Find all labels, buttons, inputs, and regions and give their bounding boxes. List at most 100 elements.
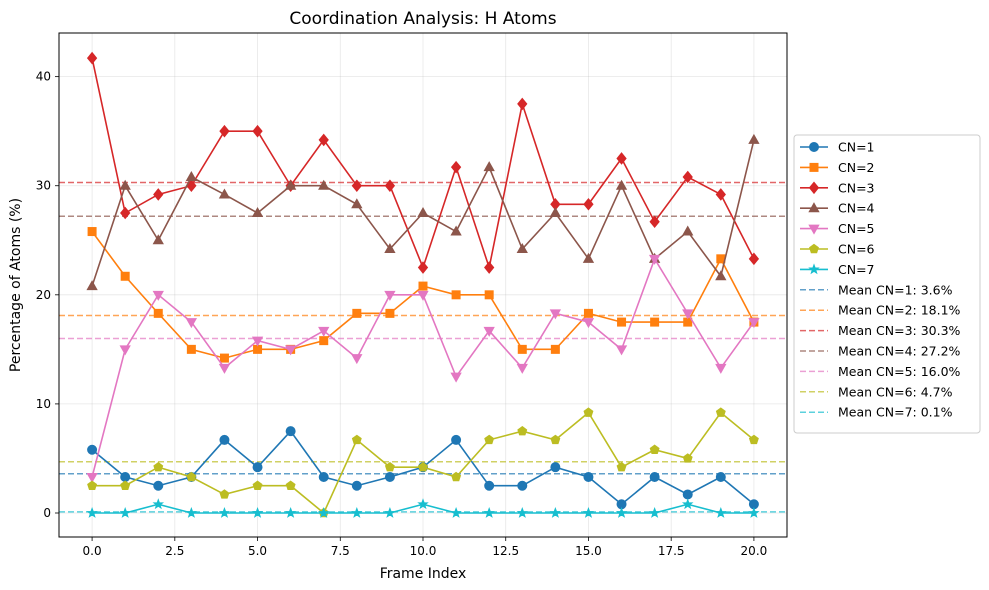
data-point: [715, 270, 727, 281]
data-point: [582, 252, 595, 263]
data-point: [186, 471, 197, 482]
y-tick-label: 0: [43, 506, 51, 520]
data-point: [318, 326, 330, 337]
x-axis-ticks: 0.0 2.5 5.0 7.5 10.0 12.5 15.0 17.5 20.0: [83, 537, 767, 558]
data-point: [384, 472, 395, 482]
y-axis-ticks: 0 10 20 30 40: [36, 70, 59, 520]
data-point: [616, 152, 627, 165]
data-point: [185, 506, 198, 518]
data-point: [484, 290, 494, 300]
data-point: [252, 480, 263, 490]
data-point: [451, 471, 462, 482]
data-point: [218, 188, 231, 199]
data-point: [185, 318, 198, 329]
data-point: [549, 309, 562, 320]
legend-swatch-marker: [808, 202, 820, 213]
data-point: [649, 444, 660, 454]
x-tick-label: 2.5: [165, 544, 184, 558]
data-point: [252, 462, 263, 473]
data-point: [219, 434, 230, 445]
data-point: [748, 133, 760, 144]
data-point: [153, 308, 163, 318]
x-tick-label: 17.5: [658, 544, 685, 558]
data-point: [152, 234, 164, 245]
data-point: [748, 434, 759, 445]
data-point: [715, 363, 727, 374]
data-point: [120, 480, 131, 490]
data-point: [285, 426, 296, 437]
data-point: [582, 506, 595, 518]
data-point: [384, 179, 396, 193]
data-point: [351, 179, 362, 193]
data-point: [152, 290, 164, 301]
data-point: [384, 242, 396, 253]
legend-label-cn2: CN=2: [838, 160, 875, 175]
series-cn5: [86, 254, 760, 484]
data-point: [484, 434, 495, 445]
data-point: [153, 480, 164, 491]
data-point: [517, 425, 528, 436]
data-point: [549, 206, 562, 217]
data-point: [516, 242, 528, 253]
data-point: [417, 290, 429, 301]
data-point: [516, 506, 529, 518]
data-point: [417, 206, 429, 217]
data-point: [384, 290, 396, 301]
data-point: [617, 317, 627, 327]
data-point: [417, 261, 429, 274]
y-tick-label: 10: [36, 397, 51, 411]
data-point: [648, 254, 661, 265]
data-point: [385, 308, 395, 318]
legend-label-mean-cn3: Mean CN=3: 30.3%: [838, 323, 961, 338]
data-point: [120, 271, 130, 281]
chart-title: Coordination Analysis: H Atoms: [289, 9, 556, 29]
data-point: [516, 363, 528, 374]
data-point: [251, 336, 264, 347]
data-point: [583, 197, 594, 211]
data-point: [550, 462, 561, 473]
series-cn6: [87, 407, 759, 518]
data-point: [450, 225, 462, 236]
legend-label-cn6: CN=6: [838, 242, 875, 257]
legend-label-cn4: CN=4: [838, 201, 875, 216]
data-point: [715, 407, 726, 417]
data-point: [318, 179, 330, 190]
data-point: [583, 308, 593, 318]
data-point: [218, 363, 231, 374]
data-point: [219, 489, 230, 499]
legend-swatch-marker: [808, 224, 820, 235]
data-point: [615, 506, 628, 518]
data-point: [352, 308, 362, 318]
data-point: [650, 317, 660, 327]
data-point: [318, 133, 329, 147]
data-point: [384, 461, 395, 472]
data-point: [317, 506, 330, 518]
data-point: [219, 124, 230, 138]
data-point: [451, 290, 461, 300]
data-point: [550, 434, 561, 445]
data-point: [351, 506, 363, 518]
data-point: [649, 472, 660, 482]
data-point: [550, 344, 560, 354]
data-point: [252, 124, 263, 138]
data-point: [484, 261, 495, 274]
legend-label-mean-cn2: Mean CN=2: 18.1%: [838, 303, 961, 318]
y-tick-label: 40: [36, 70, 51, 84]
x-tick-label: 10.0: [410, 544, 437, 558]
data-point: [86, 506, 98, 518]
x-tick-label: 7.5: [331, 544, 350, 558]
data-point: [450, 160, 462, 174]
data-point: [682, 170, 693, 184]
data-point: [87, 227, 97, 237]
data-point: [120, 472, 131, 482]
data-point: [351, 198, 363, 209]
data-point: [153, 461, 164, 472]
data-point: [615, 345, 628, 356]
legend-label-mean-cn4: Mean CN=4: 27.2%: [838, 344, 961, 359]
data-point: [318, 472, 329, 482]
data-point: [86, 473, 98, 484]
data-point: [715, 472, 726, 482]
data-point: [153, 188, 164, 201]
data-point: [219, 353, 229, 363]
